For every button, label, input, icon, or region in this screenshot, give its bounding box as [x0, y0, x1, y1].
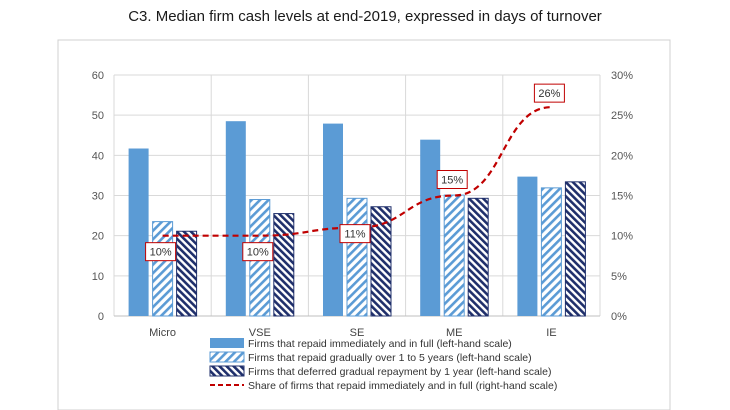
y-tick-label-left: 50: [92, 110, 104, 122]
bar-repaid-gradually: [346, 197, 368, 317]
legend-label: Firms that repaid immediately and in ful…: [248, 338, 512, 350]
data-label-text: 11%: [344, 229, 365, 241]
bar-deferred-repayment: [176, 230, 198, 317]
bar-repaid-immediately: [420, 139, 441, 316]
legend-label: Firms that deferred gradual repayment by…: [248, 366, 551, 378]
legend-label: Firms that repaid gradually over 1 to 5 …: [248, 352, 532, 364]
bar-deferred-repayment: [564, 181, 586, 317]
bar-deferred-repayment: [370, 206, 392, 317]
legend-swatch: [210, 338, 244, 348]
line-data-label: 15%: [436, 170, 468, 189]
chart-frame: [57, 39, 671, 410]
data-label-text: 10%: [150, 247, 172, 259]
legend-label: Share of firms that repaid immediately a…: [248, 380, 557, 392]
data-label-text: 10%: [247, 247, 269, 259]
y-tick-label-right: 15%: [611, 191, 633, 203]
bar-repaid-immediately: [128, 148, 149, 316]
data-label-text: 26%: [538, 88, 560, 100]
y-tick-label-right: 0%: [611, 311, 627, 323]
y-tick-label-left: 10: [92, 271, 104, 283]
x-category-label: ME: [446, 327, 463, 339]
data-label-text: 15%: [441, 175, 463, 187]
bar-deferred-repayment: [467, 197, 489, 317]
legend-item-repaid-immediately: Firms that repaid immediately and in ful…: [210, 338, 512, 350]
bar-deferred-repayment: [273, 213, 295, 317]
data-label-box: [145, 242, 177, 262]
x-category-label: Micro: [149, 327, 176, 339]
legend-swatch: [209, 365, 245, 377]
data-label-box: [242, 242, 274, 262]
data-label-box: [436, 170, 468, 189]
legend-item-repaid-gradually: Firms that repaid gradually over 1 to 5 …: [209, 351, 532, 364]
bar-repaid-immediately: [517, 176, 538, 316]
x-category-label: VSE: [249, 327, 271, 339]
y-tick-label-left: 0: [98, 311, 104, 323]
line-data-label: 11%: [339, 224, 371, 244]
y-tick-label-left: 60: [92, 70, 104, 82]
y-tick-label-right: 30%: [611, 70, 633, 82]
bar-repaid-gradually: [540, 187, 562, 317]
y-tick-label-left: 40: [92, 150, 104, 162]
y-tick-label-left: 30: [92, 191, 104, 203]
x-category-label: IE: [546, 327, 556, 339]
legend-item-deferred-repayment: Firms that deferred gradual repayment by…: [209, 365, 551, 378]
x-category-label: SE: [350, 327, 365, 339]
line-share-repaid-immediately: [162, 106, 552, 237]
line-data-label: 26%: [533, 83, 565, 103]
data-label-box: [533, 83, 565, 103]
line-data-label: 10%: [242, 242, 274, 262]
data-label-box: [339, 224, 371, 244]
chart-title: C3. Median firm cash levels at end-2019,…: [128, 8, 602, 25]
legend-item-share-line: Share of firms that repaid immediately a…: [210, 380, 557, 392]
bar-repaid-immediately: [323, 123, 343, 316]
bar-repaid-gradually: [443, 194, 465, 317]
legend-swatch: [209, 351, 245, 363]
y-tick-label-right: 25%: [611, 110, 633, 122]
line-data-label: 10%: [145, 242, 177, 262]
y-tick-label-right: 10%: [611, 231, 633, 243]
y-tick-label-right: 20%: [611, 150, 633, 162]
y-tick-label-left: 20: [92, 231, 104, 243]
bar-repaid-immediately: [225, 121, 246, 316]
y-tick-label-right: 5%: [611, 271, 627, 283]
